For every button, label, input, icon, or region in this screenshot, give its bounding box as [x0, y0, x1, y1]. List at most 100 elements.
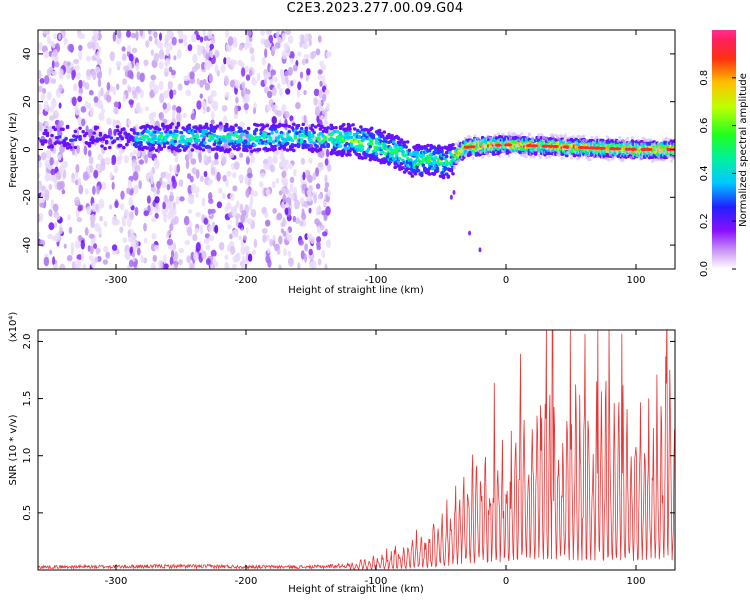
- spectrogram-cell: [212, 221, 216, 228]
- spectrogram-cell: [256, 72, 261, 82]
- spectrogram-cell: [87, 41, 93, 50]
- spectrogram-cell: [268, 136, 273, 140]
- spectrogram-cell: [296, 123, 301, 128]
- spectrogram-cell: [267, 155, 273, 163]
- spectrogram-cell: [190, 148, 195, 152]
- spectrogram-cell: [318, 89, 323, 99]
- spectrogram-cell: [241, 210, 247, 216]
- spectrogram-cell: [282, 147, 287, 151]
- spectrogram-cell: [92, 185, 96, 195]
- spectrogram-cell: [200, 175, 204, 182]
- spectrogram-cell: [254, 127, 259, 132]
- spectrogram-cell: [113, 101, 120, 108]
- spectrogram-cell: [121, 46, 126, 52]
- spectrogram-cell: [319, 80, 323, 87]
- spectrogram-cell: [240, 62, 245, 68]
- spectrogram-cell: [299, 126, 304, 131]
- spectrogram-cell: [96, 185, 100, 195]
- spectrogram-cell: [73, 129, 78, 134]
- spectrogram-cell: [78, 50, 83, 61]
- spectrogram-cell: [270, 164, 275, 173]
- spectrogram-cell: [322, 93, 327, 102]
- spectrogram-cell: [354, 139, 359, 143]
- spectrogram-cell: [259, 138, 263, 143]
- spectrogram-cell: [324, 182, 330, 188]
- spectrogram-cell: [232, 144, 237, 148]
- spectrogram-cell: [89, 245, 94, 255]
- spectrogram-cell: [178, 247, 185, 254]
- spectrogram-cell: [357, 153, 362, 157]
- spectrogram-cell: [268, 147, 273, 152]
- spectrogram-cell: [204, 129, 209, 134]
- spectrogram-cell: [297, 51, 302, 57]
- spectrogram-cell: [208, 192, 213, 201]
- spectrogram-cell: [206, 106, 210, 113]
- spectrogram-cell: [175, 133, 179, 137]
- spectrogram-cell: [128, 99, 134, 105]
- spectrogram-cell: [271, 140, 276, 144]
- spectrogram-cell: [93, 169, 99, 179]
- spectrogram-cell: [38, 213, 41, 223]
- spectrogram-cell: [265, 123, 270, 128]
- spectrogram-cell: [296, 142, 301, 147]
- spectrogram-cell: [290, 138, 295, 143]
- spectrogram-cell: [80, 106, 87, 113]
- spectrogram-cell: [136, 247, 141, 256]
- spectrogram-cell: [320, 124, 324, 129]
- spectrogram-cell: [96, 163, 101, 172]
- spectrogram-cell: [169, 193, 174, 202]
- spectrogram-cell: [324, 186, 329, 193]
- spectrogram-cell: [78, 134, 82, 139]
- colorbar: 0.00.20.40.60.8 Normalized spectral ampl…: [699, 30, 749, 277]
- spectrogram-cell: [187, 126, 192, 130]
- spectrogram-cell: [159, 32, 162, 41]
- spectrogram-cell: [310, 236, 316, 245]
- spectrogram-cell: [72, 134, 76, 138]
- spectrogram-cell: [94, 256, 99, 263]
- spectrogram-cell: [332, 129, 337, 134]
- spectrogram-cell: [349, 135, 354, 139]
- spectrogram-cell: [175, 129, 179, 133]
- spectrogram-cell: [46, 126, 53, 134]
- spectrogram-cell: [157, 127, 162, 132]
- spectrogram-cell: [284, 207, 289, 216]
- spectrogram-cell: [151, 146, 156, 151]
- spectrogram-cell: [282, 194, 287, 203]
- spectrogram-cell: [153, 134, 157, 138]
- spectrogram-cell: [201, 250, 207, 260]
- spectrogram-cell: [55, 214, 61, 220]
- spectrogram-cell: [51, 99, 57, 108]
- spectrogram-cell: [252, 76, 256, 84]
- spectrogram-cell: [229, 79, 236, 88]
- spectrogram-cell: [97, 100, 103, 109]
- spectrogram-cell: [94, 66, 101, 74]
- spectrogram-cell: [252, 190, 259, 197]
- spectrogram-cell: [217, 145, 221, 150]
- spectrogram-cell: [324, 114, 328, 123]
- spectrogram-cell: [176, 123, 181, 128]
- spectrogram-cell: [292, 64, 298, 72]
- spectrogram-cell: [303, 53, 310, 60]
- spectrogram-cell: [133, 149, 136, 155]
- spectrogram-cell: [300, 34, 305, 44]
- spectrogram-cell: [371, 134, 376, 138]
- spectrogram-cell: [82, 80, 86, 88]
- spectrogram-cell: [241, 81, 246, 89]
- spectrogram-cell: [298, 239, 304, 246]
- spectrogram-cell: [250, 54, 255, 62]
- spectrogram-cell: [78, 184, 84, 195]
- spectrogram-cell: [260, 172, 265, 179]
- spectrogram-cell: [324, 130, 329, 134]
- spectrogram-cell: [178, 259, 183, 266]
- spectrogram-cell: [304, 34, 308, 44]
- spectrogram-cell: [132, 261, 138, 268]
- spectrogram-cell: [46, 68, 52, 77]
- spectrogram-cell: [299, 197, 305, 205]
- spectrogram-cell: [185, 89, 192, 97]
- spectrogram-cell: [78, 79, 83, 89]
- spectrogram-cell: [38, 154, 41, 163]
- spectrogram-cell: [98, 30, 102, 33]
- spectrogram-cell: [245, 188, 250, 198]
- spectrogram-cell: [168, 125, 173, 130]
- spectrogram-cell: [187, 227, 193, 237]
